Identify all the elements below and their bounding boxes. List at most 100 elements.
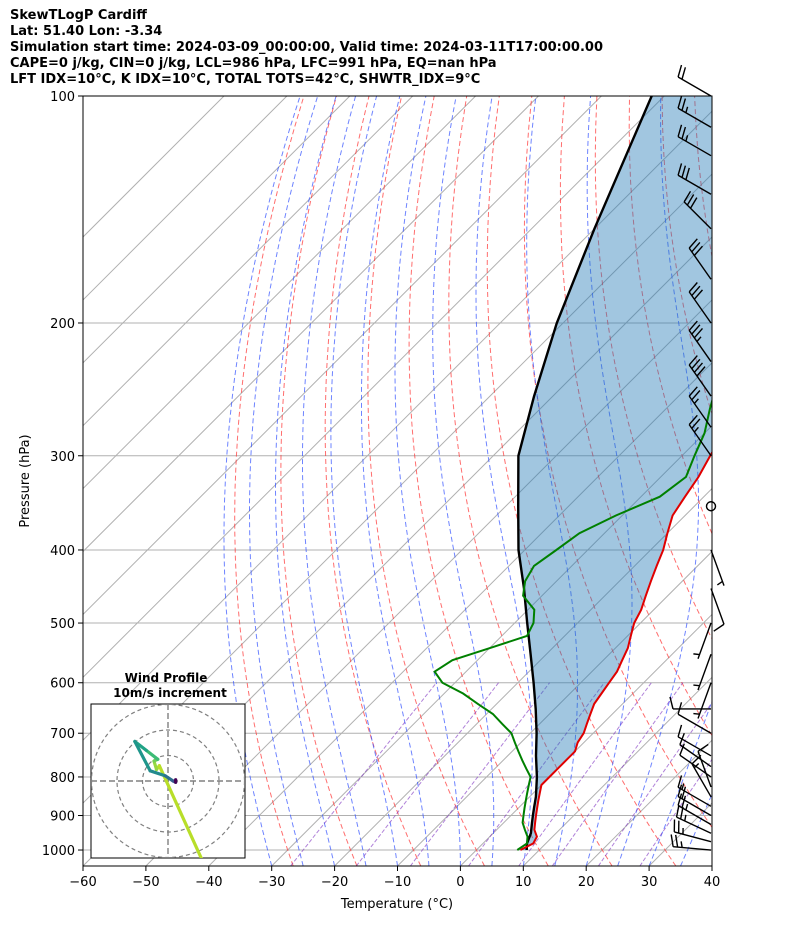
wind-barb (677, 163, 712, 195)
moist-adiabat (223, 96, 301, 866)
x-tick-label: 20 (578, 875, 595, 890)
barb-shaft (677, 174, 712, 195)
y-tick-label: 700 (50, 727, 75, 742)
x-axis-label: Temperature (°C) (340, 897, 453, 912)
temperature-line (519, 450, 712, 851)
barb-flag (675, 804, 680, 818)
isotherm-gridline (83, 96, 225, 238)
barb-flag (686, 194, 695, 206)
isotherm-gridline (83, 96, 665, 679)
y-tick-label: 100 (50, 90, 75, 105)
barb-flag (677, 784, 683, 797)
moist-adiabat (617, 96, 699, 866)
moist-adiabat (711, 864, 712, 866)
barb-flag (683, 190, 692, 203)
wind-barb (677, 124, 712, 157)
barb-flag (669, 696, 674, 710)
wind-barb (677, 793, 712, 826)
barb-shaft (677, 107, 712, 128)
barb-flag (681, 67, 687, 80)
y-tick-label: 400 (50, 544, 75, 559)
wind-barbs (669, 64, 725, 851)
hodograph-subtitle: 10m/s increment (113, 686, 227, 700)
barb-flag (677, 775, 683, 788)
dry-adiabat (324, 96, 422, 866)
y-tick-label: 300 (50, 450, 75, 465)
barb-flag (681, 98, 687, 111)
moist-adiabat (394, 96, 461, 866)
wind-barb (677, 64, 712, 97)
isotherm-gridline (83, 96, 539, 553)
mixing-ratio-line (468, 682, 605, 866)
wind-barb (688, 414, 712, 457)
x-tick-label: 0 (456, 875, 464, 890)
barb-half-flag (693, 426, 699, 433)
wind-barb (677, 775, 712, 807)
barb-shaft (683, 201, 712, 230)
isotherm-gridline (83, 96, 351, 364)
x-tick-label: −40 (195, 875, 222, 890)
y-axis-label: Pressure (hPa) (18, 434, 33, 527)
barb-half-flag (693, 398, 699, 404)
mixing-ratio-line (409, 682, 550, 866)
barb-flag (681, 126, 687, 140)
barb-shaft (697, 622, 712, 659)
barb-flag (693, 289, 704, 300)
barb-flag (691, 418, 701, 429)
mixing-ratio-line (290, 682, 437, 866)
moist-adiabat (648, 699, 712, 866)
barb-shaft (697, 751, 712, 788)
barb-flag (693, 327, 704, 339)
wind-barb (705, 501, 717, 512)
mixing-ratio-line (551, 682, 684, 866)
dewpoint-line (433, 397, 712, 851)
barb-flag (688, 386, 698, 397)
barb-shaft (710, 549, 725, 586)
x-tick-label: −30 (258, 875, 285, 890)
wind-barb (677, 784, 712, 817)
barb-flag (689, 197, 698, 209)
wind-barb (679, 743, 712, 778)
barb-flag (688, 320, 698, 331)
barb-shaft (688, 395, 712, 428)
barb-flag (679, 806, 684, 820)
barb-shaft (677, 795, 712, 817)
barb-half-flag (696, 336, 702, 342)
dry-adiabat (408, 96, 549, 866)
barb-shaft (710, 588, 725, 625)
barb-flag (693, 245, 704, 256)
barb-flag (679, 743, 685, 756)
x-tick-label: 40 (704, 875, 721, 890)
wind-barb (679, 732, 712, 768)
hodograph-segment (144, 748, 160, 761)
barb-flag (691, 285, 701, 297)
moist-adiabat (526, 96, 578, 866)
barb-shaft (679, 744, 712, 768)
isotherm-gridline (711, 865, 712, 866)
isotherm-gridline (83, 96, 414, 427)
x-tick-label: −50 (132, 875, 159, 890)
x-tick-label: −10 (384, 875, 411, 890)
isotherm-gridline (334, 487, 712, 866)
hodograph-segment (157, 764, 203, 858)
wind-barb (677, 724, 712, 757)
barb-shaft (673, 846, 712, 851)
y-tick-label: 900 (50, 810, 75, 825)
hodograph-segment (133, 739, 152, 773)
barb-flag (681, 165, 687, 178)
hodograph-segment (148, 769, 168, 778)
wind-barb (688, 282, 712, 324)
dry-adiabat (234, 96, 305, 866)
barb-flag (691, 390, 701, 401)
axis-layer: −60 −50 −40 −30 −20 −10 0 10 20 30 40 100 200 300 400 5… (42, 90, 720, 890)
y-tick-label: 600 (50, 677, 75, 692)
barb-shaft (677, 76, 712, 97)
dry-adiabat (367, 96, 485, 866)
moist-adiabat (361, 96, 430, 866)
moist-adiabat (302, 96, 367, 866)
barb-shaft (688, 291, 712, 324)
isotherm-gridline (522, 676, 712, 866)
isotherm-gridline (83, 110, 712, 741)
wind-barb (683, 190, 712, 230)
